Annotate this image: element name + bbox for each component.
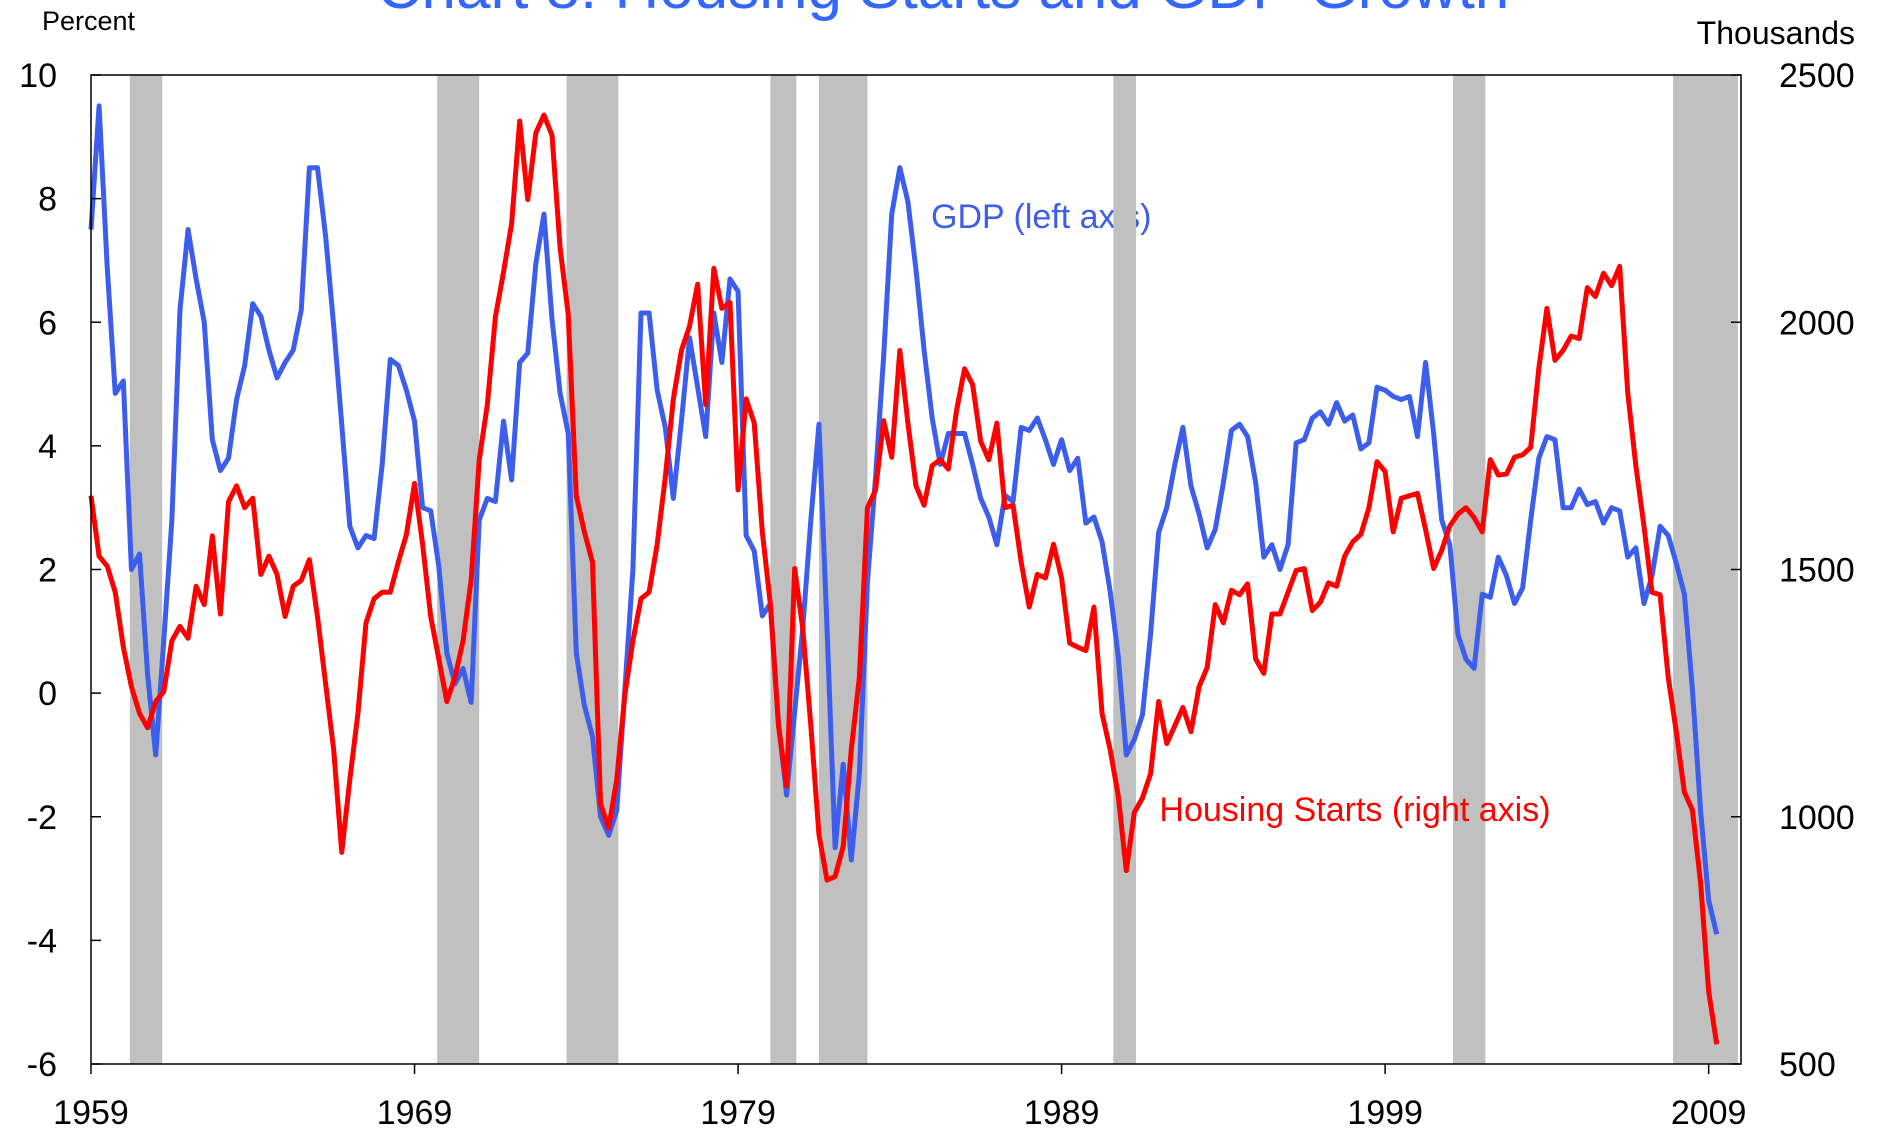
- y2-tick-label: 1500: [1779, 552, 1855, 590]
- y2-tick-label: 1000: [1779, 799, 1855, 837]
- y2-tick-label: 500: [1779, 1046, 1836, 1084]
- axes-layer: -6 -4 -2 0 2 4 6 8 10 500 1000 1500 2000 2500 1959 1969…: [19, 57, 1854, 1132]
- y-tick-label: 2: [38, 552, 57, 590]
- y-tick-label: 10: [19, 57, 57, 95]
- y-tick-label: -6: [27, 1046, 57, 1084]
- y2-axis-label: Thousands: [1697, 15, 1855, 51]
- y-tick-label: -4: [27, 922, 57, 960]
- y-tick-label: 0: [38, 675, 57, 713]
- x-tick-label: 2009: [1671, 1094, 1747, 1132]
- x-tick-label: 1999: [1347, 1094, 1423, 1132]
- chart-title: Chart 8: Housing Starts and GDP Growth: [377, 0, 1510, 22]
- y-tick-label: 6: [38, 304, 57, 342]
- line-layer: [88, 103, 1720, 1045]
- recession-band: [1453, 75, 1486, 1064]
- y2-tick-label: 2000: [1779, 304, 1855, 342]
- x-tick-label: 1959: [53, 1094, 129, 1132]
- y-tick-label: 4: [38, 428, 57, 466]
- housing-annotation: Housing Starts (right axis): [1159, 791, 1551, 829]
- x-tick-label: 1989: [1024, 1094, 1100, 1132]
- recession-band: [1113, 75, 1136, 1064]
- x-tick-label: 1969: [377, 1094, 453, 1132]
- recession-band: [129, 75, 163, 1064]
- recession-band: [1673, 75, 1738, 1064]
- y-axis-label: Percent: [42, 6, 136, 36]
- y2-tick-label: 2500: [1779, 57, 1855, 95]
- series-line: [88, 112, 1720, 1045]
- x-tick-label: 1979: [700, 1094, 776, 1132]
- recession-band: [770, 75, 797, 1064]
- y-tick-label: 8: [38, 181, 57, 219]
- y-tick-label: -2: [27, 799, 57, 837]
- recession-layer: [129, 75, 1738, 1064]
